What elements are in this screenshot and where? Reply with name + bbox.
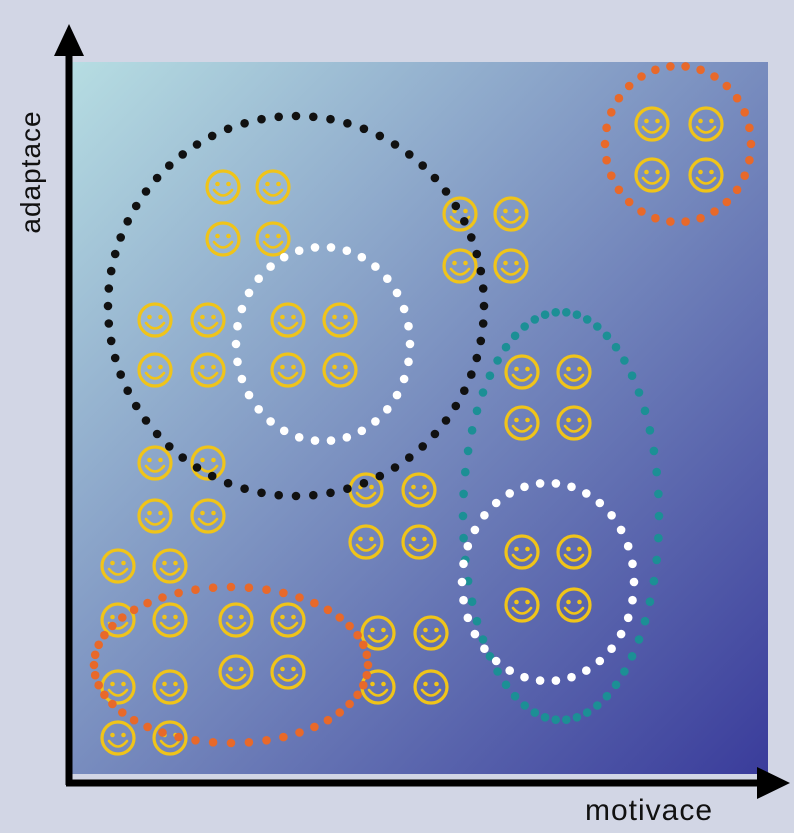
smiley-face-icon [270, 654, 306, 690]
group-outline-white-lower [457, 479, 639, 685]
smiley-face-icon [205, 169, 241, 205]
smiley-face-icon [255, 169, 291, 205]
smiley-face-icon [152, 548, 188, 584]
smiley-face-icon [413, 669, 449, 705]
smiley-face-icon [100, 720, 136, 756]
y-axis-arrow [54, 24, 84, 56]
smiley-face-icon [137, 352, 173, 388]
smiley-face-icon [190, 352, 226, 388]
smiley-face-icon [322, 302, 358, 338]
x-axis-arrow [757, 767, 790, 799]
group-outlines [89, 62, 756, 748]
smiley-group [100, 106, 724, 756]
smiley-face-icon [493, 196, 529, 232]
smiley-face-icon [688, 157, 724, 193]
smiley-face-icon [190, 498, 226, 534]
smiley-face-icon [556, 534, 592, 570]
smiley-face-icon [270, 352, 306, 388]
x-axis-label: motivace [585, 794, 714, 827]
smiley-face-icon [504, 587, 540, 623]
smiley-face-icon [401, 472, 437, 508]
group-outline-orange-bottomleft [89, 582, 373, 748]
smiley-face-icon [322, 352, 358, 388]
smiley-face-icon [634, 106, 670, 142]
smiley-face-icon [152, 602, 188, 638]
smiley-face-icon [255, 221, 291, 257]
smiley-face-icon [152, 669, 188, 705]
group-outline-black-large [103, 111, 489, 501]
smiley-face-icon [634, 157, 670, 193]
smiley-face-icon [688, 106, 724, 142]
smiley-face-icon [504, 534, 540, 570]
smiley-face-icon [100, 548, 136, 584]
group-outline-teal [458, 308, 664, 724]
smiley-face-icon [504, 354, 540, 390]
smiley-face-icon [504, 405, 540, 441]
smiley-face-icon [348, 524, 384, 560]
smiley-face-icon [556, 405, 592, 441]
smiley-face-icon [270, 302, 306, 338]
smiley-face-icon [137, 498, 173, 534]
smiley-face-icon [401, 524, 437, 560]
axes [54, 24, 790, 799]
smiley-face-icon [137, 302, 173, 338]
smiley-face-icon [360, 615, 396, 651]
smiley-face-icon [137, 445, 173, 481]
smiley-face-icon [556, 354, 592, 390]
smiley-face-icon [442, 248, 478, 284]
group-outline-orange-topright [600, 62, 756, 226]
y-axis-label: adaptace [15, 110, 46, 234]
plot-area [72, 62, 768, 774]
smiley-face-icon [413, 615, 449, 651]
smiley-face-icon [218, 602, 254, 638]
smiley-face-icon [218, 654, 254, 690]
smiley-face-icon [205, 221, 241, 257]
smiley-face-icon [270, 602, 306, 638]
group-outline-white-upper [231, 243, 415, 445]
smiley-face-icon [493, 248, 529, 284]
smiley-face-icon [556, 587, 592, 623]
smiley-face-icon [190, 302, 226, 338]
